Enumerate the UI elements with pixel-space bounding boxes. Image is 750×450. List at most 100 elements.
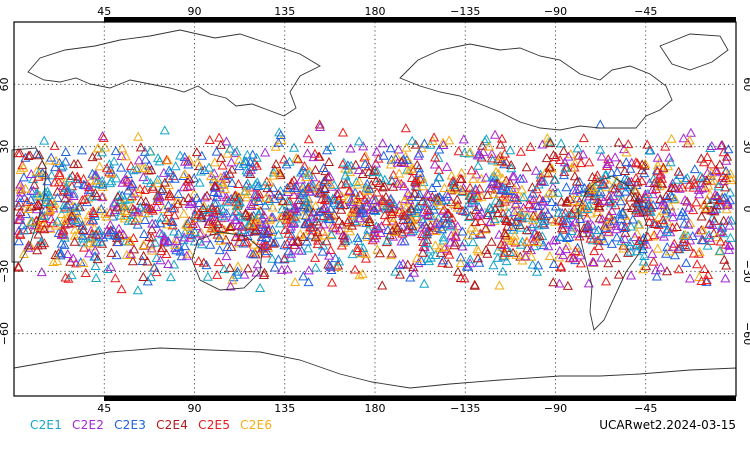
occultation-marker (429, 152, 441, 162)
occultation-marker (175, 150, 186, 160)
occultation-marker (493, 168, 504, 178)
occultation-marker (270, 237, 281, 247)
occultation-marker (105, 261, 116, 271)
occultation-marker (385, 203, 396, 213)
occultation-marker (618, 240, 629, 250)
occultation-marker (198, 202, 209, 213)
bottom-lon-tick-label: 180 (365, 402, 386, 415)
occultation-marker (466, 222, 477, 232)
occultation-marker (406, 203, 417, 213)
occultation-marker (128, 232, 139, 243)
occultation-marker (548, 258, 559, 268)
occultation-marker (475, 228, 486, 238)
occultation-marker (480, 223, 491, 233)
occultation-marker (215, 139, 226, 149)
occultation-marker (526, 221, 537, 231)
occultation-marker (559, 166, 570, 177)
occultation-marker (90, 188, 101, 198)
occultation-marker (163, 173, 175, 183)
occultation-marker (573, 201, 584, 211)
occultation-marker (436, 224, 447, 234)
occultation-marker (419, 242, 430, 252)
occultation-marker (36, 236, 47, 246)
occultation-marker (427, 191, 438, 201)
occultation-marker (411, 207, 422, 217)
occultation-marker (90, 169, 102, 179)
occultation-marker (407, 221, 418, 231)
occultation-marker (593, 240, 604, 250)
occultation-marker (515, 222, 526, 232)
occultation-marker (714, 194, 725, 205)
occultation-marker (377, 182, 388, 192)
occultation-marker (145, 146, 156, 156)
occultation-marker (420, 237, 432, 247)
occultation-marker (468, 194, 479, 204)
occultation-marker (324, 171, 335, 181)
occultation-marker (371, 187, 382, 197)
occultation-marker (209, 182, 220, 192)
occultation-marker (261, 246, 272, 256)
coastline-north-america (399, 43, 673, 131)
occultation-marker (318, 219, 329, 229)
occultation-marker (241, 180, 252, 190)
occultation-marker (145, 178, 156, 188)
occultation-marker (716, 226, 727, 236)
occultation-marker (322, 172, 333, 182)
occultation-marker (563, 151, 574, 161)
occultation-marker (509, 206, 520, 216)
occultation-marker (189, 227, 200, 237)
occultation-marker (498, 208, 509, 218)
occultation-marker (346, 196, 357, 206)
right-lat-tick-label: −30 (741, 260, 750, 283)
occultation-marker (589, 184, 600, 194)
occultation-marker (566, 225, 577, 236)
occultation-marker (354, 136, 365, 146)
occultation-marker (238, 158, 249, 168)
occultation-marker (123, 215, 134, 225)
occultation-marker (637, 264, 649, 274)
occultation-marker (444, 249, 455, 259)
occultation-marker (409, 188, 420, 198)
occultation-marker (359, 194, 370, 204)
occultation-marker (597, 178, 608, 188)
occultation-marker (723, 244, 735, 254)
occultation-marker (310, 164, 321, 174)
occultation-marker (562, 280, 573, 290)
occultation-marker (77, 224, 89, 234)
occultation-marker (231, 231, 242, 241)
occultation-marker (697, 225, 709, 235)
occultation-marker (411, 182, 422, 192)
occultation-marker (385, 193, 396, 203)
occultation-marker (59, 203, 70, 213)
occultation-marker (724, 239, 735, 250)
occultation-marker (518, 192, 530, 202)
occultation-marker (571, 185, 582, 195)
occultation-marker (660, 141, 671, 151)
occultation-marker (721, 199, 733, 210)
occultation-marker (209, 157, 220, 167)
occultation-marker (320, 202, 331, 213)
occultation-marker (679, 218, 690, 228)
occultation-marker (233, 219, 244, 230)
occultation-marker (314, 119, 325, 129)
occultation-marker (52, 186, 63, 196)
occultation-marker (624, 176, 635, 186)
occultation-marker (178, 234, 189, 245)
occultation-marker (504, 193, 515, 203)
occultation-marker (614, 180, 625, 190)
occultation-marker (250, 191, 261, 201)
occultation-marker (457, 205, 469, 215)
occultation-marker (646, 202, 657, 212)
occultation-marker (425, 211, 436, 221)
occultation-marker (69, 236, 80, 246)
occultation-marker (251, 224, 262, 234)
occultation-marker (634, 192, 645, 202)
occultation-marker (37, 167, 48, 177)
top-lon-tick-label: 45 (97, 5, 111, 18)
occultation-marker (417, 181, 428, 191)
occultation-marker (552, 187, 564, 197)
occultation-marker (370, 158, 382, 168)
occultation-marker (418, 177, 429, 187)
occultation-marker (588, 194, 599, 204)
occultation-marker (517, 207, 528, 217)
